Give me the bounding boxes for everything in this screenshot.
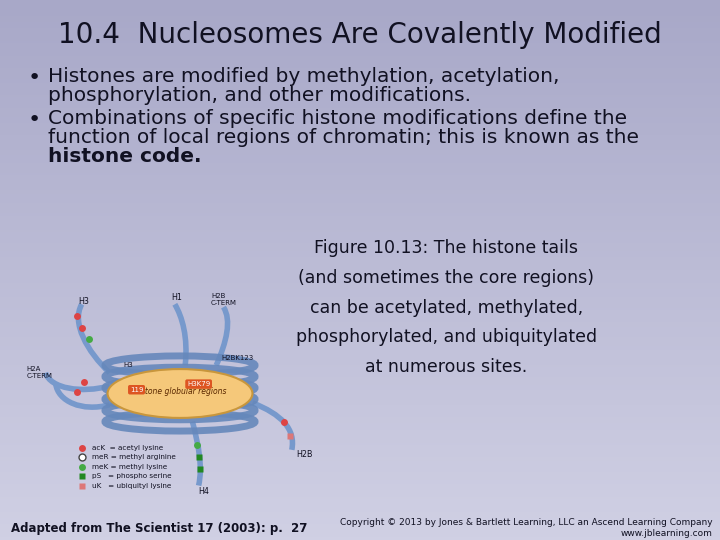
Text: can be acetylated, methylated,: can be acetylated, methylated, (310, 299, 583, 317)
Text: Adapted from The Scientist 17 (2003): p.  27: Adapted from The Scientist 17 (2003): p.… (11, 522, 307, 535)
Text: Histones are modified by methylation, acetylation,: Histones are modified by methylation, ac… (48, 67, 559, 86)
Text: pS   = phospho serine: pS = phospho serine (92, 473, 171, 479)
Text: (and sometimes the core regions): (and sometimes the core regions) (298, 269, 595, 287)
Text: function of local regions of chromatin; this is known as the: function of local regions of chromatin; … (48, 127, 639, 147)
Text: H2B: H2B (296, 450, 312, 459)
Text: H2BK123: H2BK123 (222, 355, 253, 361)
Text: Copyright © 2013 by Jones & Bartlett Learning, LLC an Ascend Learning Company: Copyright © 2013 by Jones & Bartlett Lea… (340, 518, 713, 527)
Text: •: • (27, 68, 40, 89)
Text: •: • (27, 110, 40, 130)
Ellipse shape (107, 369, 253, 418)
Text: uK   = ubiquityl lysine: uK = ubiquityl lysine (92, 483, 171, 489)
Text: 10.4  Nucleosomes Are Covalently Modified: 10.4 Nucleosomes Are Covalently Modified (58, 21, 662, 49)
Text: histone code.: histone code. (48, 146, 201, 166)
Text: www.jblearning.com: www.jblearning.com (621, 529, 713, 538)
Text: H4: H4 (199, 487, 210, 496)
Text: Figure 10.13: The histone tails: Figure 10.13: The histone tails (315, 239, 578, 258)
Text: phosphorylated, and ubiquitylated: phosphorylated, and ubiquitylated (296, 328, 597, 347)
Text: meK = methyl lysine: meK = methyl lysine (92, 464, 167, 470)
Text: acK  = acetyl lysine: acK = acetyl lysine (92, 445, 163, 451)
Text: phosphorylation, and other modifications.: phosphorylation, and other modifications… (48, 86, 471, 105)
Text: at numerous sites.: at numerous sites. (365, 358, 528, 376)
Text: Combinations of specific histone modifications define the: Combinations of specific histone modific… (48, 109, 626, 128)
Text: H2B
C-TERM: H2B C-TERM (211, 293, 237, 306)
Text: H3: H3 (78, 297, 89, 306)
Text: H1: H1 (172, 293, 183, 302)
Text: H3K79: H3K79 (187, 381, 210, 387)
Text: H2A
C-TERM: H2A C-TERM (27, 366, 53, 379)
Text: H3: H3 (123, 362, 132, 368)
Text: Histone globular regions: Histone globular regions (133, 387, 227, 396)
Text: 119: 119 (130, 387, 143, 393)
Text: meR = methyl arginine: meR = methyl arginine (92, 454, 176, 461)
